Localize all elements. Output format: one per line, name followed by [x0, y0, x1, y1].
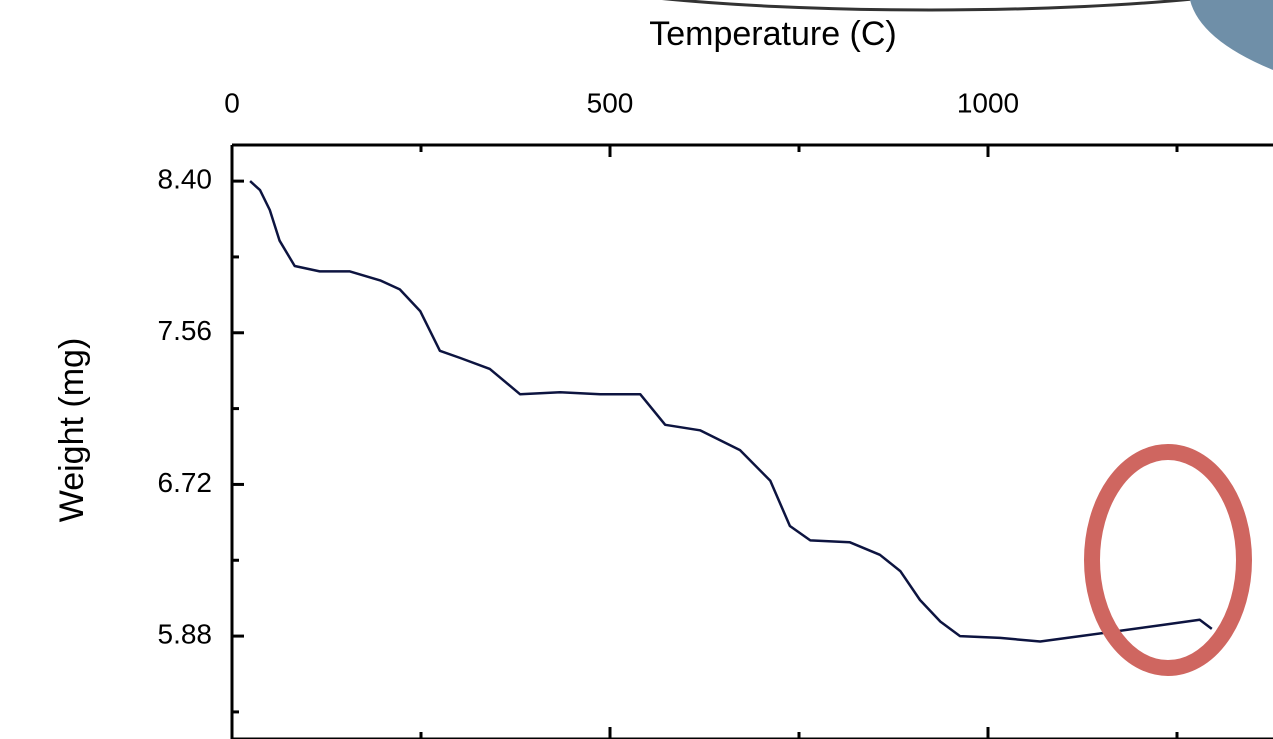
x-tick-label: 0 — [224, 87, 240, 118]
background-image — [1190, 0, 1273, 70]
plot-area: 0 500 1000 8.40 7.56 6.72 5.88 — [158, 87, 1273, 739]
y-tick-label: 5.88 — [158, 618, 213, 649]
highlight-circle — [1084, 444, 1252, 676]
y-tick-label: 8.40 — [158, 164, 213, 195]
y-tick-label: 7.56 — [158, 315, 213, 346]
y-axis-title: Weight (mg) — [53, 338, 91, 523]
data-line — [249, 180, 1213, 643]
x-tick-label: 1000 — [957, 87, 1019, 118]
y-tick-label: 6.72 — [158, 467, 213, 498]
x-tick-label: 500 — [587, 87, 634, 118]
background-ellipse — [662, 0, 1198, 12]
x-axis-title: Temperature (C) — [649, 15, 897, 53]
